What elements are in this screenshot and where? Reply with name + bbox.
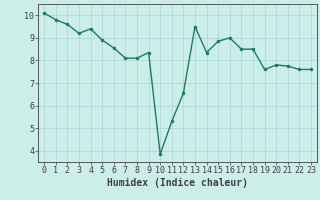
X-axis label: Humidex (Indice chaleur): Humidex (Indice chaleur) — [107, 178, 248, 188]
